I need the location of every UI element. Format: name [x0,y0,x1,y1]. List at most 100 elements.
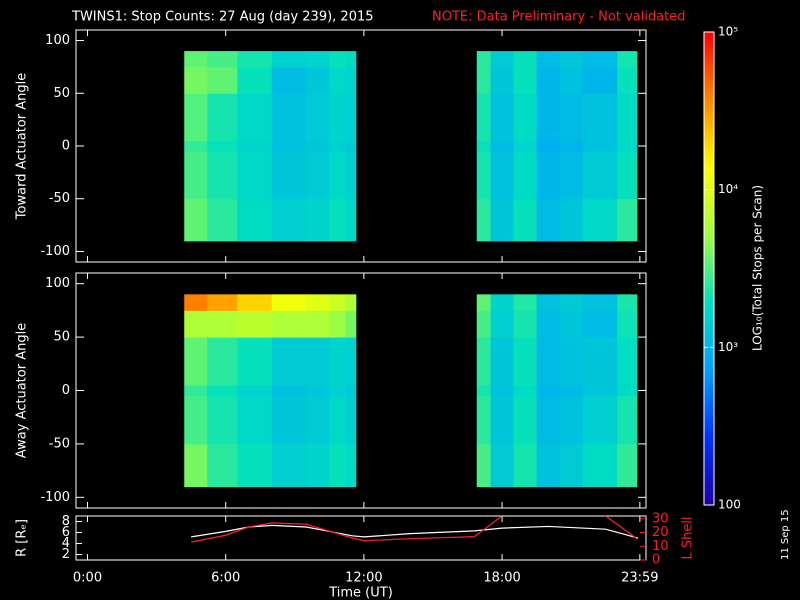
heatmap-cell [329,198,346,242]
heatmap-cell [536,395,561,445]
heatmap-cell [306,395,330,445]
heatmap-cell [559,310,584,338]
y-tick-label: 50 [53,330,70,345]
y2-tick-label: 10 [652,539,669,554]
heatmap-cell [329,51,346,68]
heatmap-cell [329,93,346,142]
heatmap-cell [237,337,273,386]
heatmap-cell [582,198,618,242]
heatmap-cell [306,443,330,488]
heatmap-cell [476,198,492,242]
heatmap-cell [476,337,492,386]
y-tick-label: 2 [62,547,70,562]
heatmap-cell [306,385,330,397]
heatmap-cell [536,198,561,242]
heatmap-cell [536,310,561,338]
heatmap-cell [559,140,584,152]
heatmap-cell [582,151,618,200]
y2-tick-label: 0 [652,553,660,568]
heatmap-cell [476,66,492,94]
heatmap-cell [306,93,330,142]
heatmap-cell [582,51,618,68]
heatmap-cell [617,93,638,142]
heatmap-cell [536,51,561,68]
heatmap-cell [476,151,492,200]
heatmap-cell [513,93,538,142]
heatmap-cell [559,294,584,311]
heatmap-cell [582,294,618,311]
heatmap-cell [476,395,492,445]
plot-frame [75,515,647,561]
heatmap-cell [513,385,538,397]
heatmap-cell [476,140,492,152]
heatmap-cell [207,443,238,488]
heatmap-cell [237,151,273,200]
heatmap-cell [207,385,238,397]
x-axis-title: Time (UT) [328,586,393,600]
heatmap-cell [184,395,208,445]
heatmap-cell [271,66,307,94]
heatmap-cell [490,395,515,445]
heatmap-cell [237,443,273,488]
heatmap-cell [184,151,208,200]
heatmap-cell [490,140,515,152]
heatmap-cell [582,310,618,338]
heatmap-cell [271,294,307,311]
heatmap-cell [306,66,330,94]
heatmap-cell [271,310,307,338]
heatmap-cell [345,198,357,242]
y-tick-label: 50 [53,86,70,101]
x-tick-label: 23:59 [621,571,658,586]
y-tick-label: 6 [62,525,70,540]
heatmap-cell [536,66,561,94]
line-series [191,524,639,539]
heatmap-cell [207,93,238,142]
heatmap-cell [271,140,307,152]
heatmap-cell [513,395,538,445]
heatmap-cell [559,395,584,445]
heatmap-cell [237,310,273,338]
colorbar-title: LOG₁₀(Total Stops per Scan) [751,185,765,351]
heatmap-cell [207,294,238,311]
heatmap-cell [559,198,584,242]
heatmap-cell [207,198,238,242]
x-tick-label: 0:00 [73,571,102,586]
x-tick-label: 12:00 [345,571,382,586]
heatmap-cell [184,66,208,94]
y2-tick-label: 20 [652,525,669,540]
heatmap-cell [184,337,208,386]
heatmap-cell [476,93,492,142]
heatmap-cell [490,443,515,488]
heatmap-cell [271,395,307,445]
heatmap-cell [513,198,538,242]
heatmap-cell [271,443,307,488]
heatmap-cell [207,395,238,445]
y-tick-label: -50 [49,191,70,206]
heatmap-cell [490,198,515,242]
heatmap-cell [617,294,638,311]
heatmap-cell [617,140,638,152]
heatmap-cell [536,140,561,152]
heatmap-cell [559,337,584,386]
heatmap-cell [490,294,515,311]
heatmap-cell [345,93,357,142]
heatmap-cell [476,294,492,311]
heatmap-cell [536,443,561,488]
heatmap-cell [617,385,638,397]
x-tick-label: 18:00 [483,571,520,586]
heatmap-cell [490,93,515,142]
heatmap-cell [617,198,638,242]
heatmap-cell [184,93,208,142]
heatmap-cell [306,310,330,338]
heatmap-cell [513,310,538,338]
heatmap-cell [329,395,346,445]
heatmap-cell [345,337,357,386]
heatmap-cell [237,93,273,142]
heatmap-cell [237,385,273,397]
heatmap-cell [207,337,238,386]
heatmap-cell [345,151,357,200]
heatmap-cell [184,443,208,488]
heatmap-cell [617,310,638,338]
colorbar-tick-label: 10⁴ [718,182,738,196]
heatmap-cell [582,140,618,152]
